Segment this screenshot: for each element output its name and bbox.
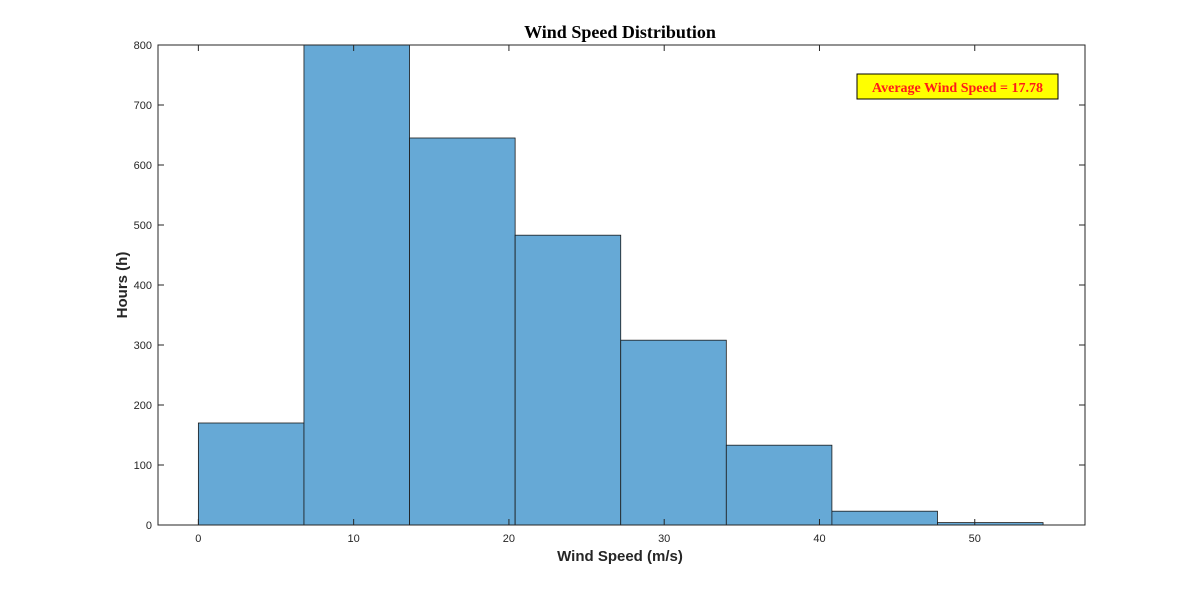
histogram-bar bbox=[620, 339, 727, 526]
histogram-bar bbox=[514, 234, 622, 526]
histogram-bar bbox=[831, 510, 938, 526]
average-annotation: Average Wind Speed = 17.78 bbox=[856, 73, 1059, 100]
y-tick-label: 300 bbox=[134, 340, 152, 352]
x-tick-label: 50 bbox=[969, 533, 981, 545]
x-axis-label: Wind Speed (m/s) bbox=[557, 548, 683, 565]
x-tick-label: 0 bbox=[195, 533, 201, 545]
y-tick-label: 500 bbox=[134, 220, 152, 232]
x-tick-label: 20 bbox=[503, 533, 515, 545]
histogram-bar bbox=[725, 444, 833, 526]
y-tick-label: 800 bbox=[134, 40, 152, 52]
x-tick-label: 30 bbox=[658, 533, 670, 545]
histogram-bar bbox=[409, 137, 516, 526]
y-tick-label: 600 bbox=[134, 160, 152, 172]
annotation-box bbox=[856, 73, 1059, 100]
x-tick-label: 10 bbox=[348, 533, 360, 545]
y-tick-label: 100 bbox=[134, 460, 152, 472]
y-tick-label: 700 bbox=[134, 100, 152, 112]
chart-title: Wind Speed Distribution bbox=[524, 22, 716, 42]
histogram-bar bbox=[197, 422, 305, 526]
y-axis-label: Hours (h) bbox=[114, 252, 131, 319]
y-tick-label: 400 bbox=[134, 280, 152, 292]
bars-group bbox=[197, 44, 1044, 526]
annotation-text: Average Wind Speed = 17.78 bbox=[872, 81, 1043, 96]
y-tick-label: 0 bbox=[146, 520, 152, 532]
y-tick-label: 200 bbox=[134, 400, 152, 412]
x-tick-label: 40 bbox=[813, 533, 825, 545]
histogram-bar bbox=[303, 44, 410, 526]
